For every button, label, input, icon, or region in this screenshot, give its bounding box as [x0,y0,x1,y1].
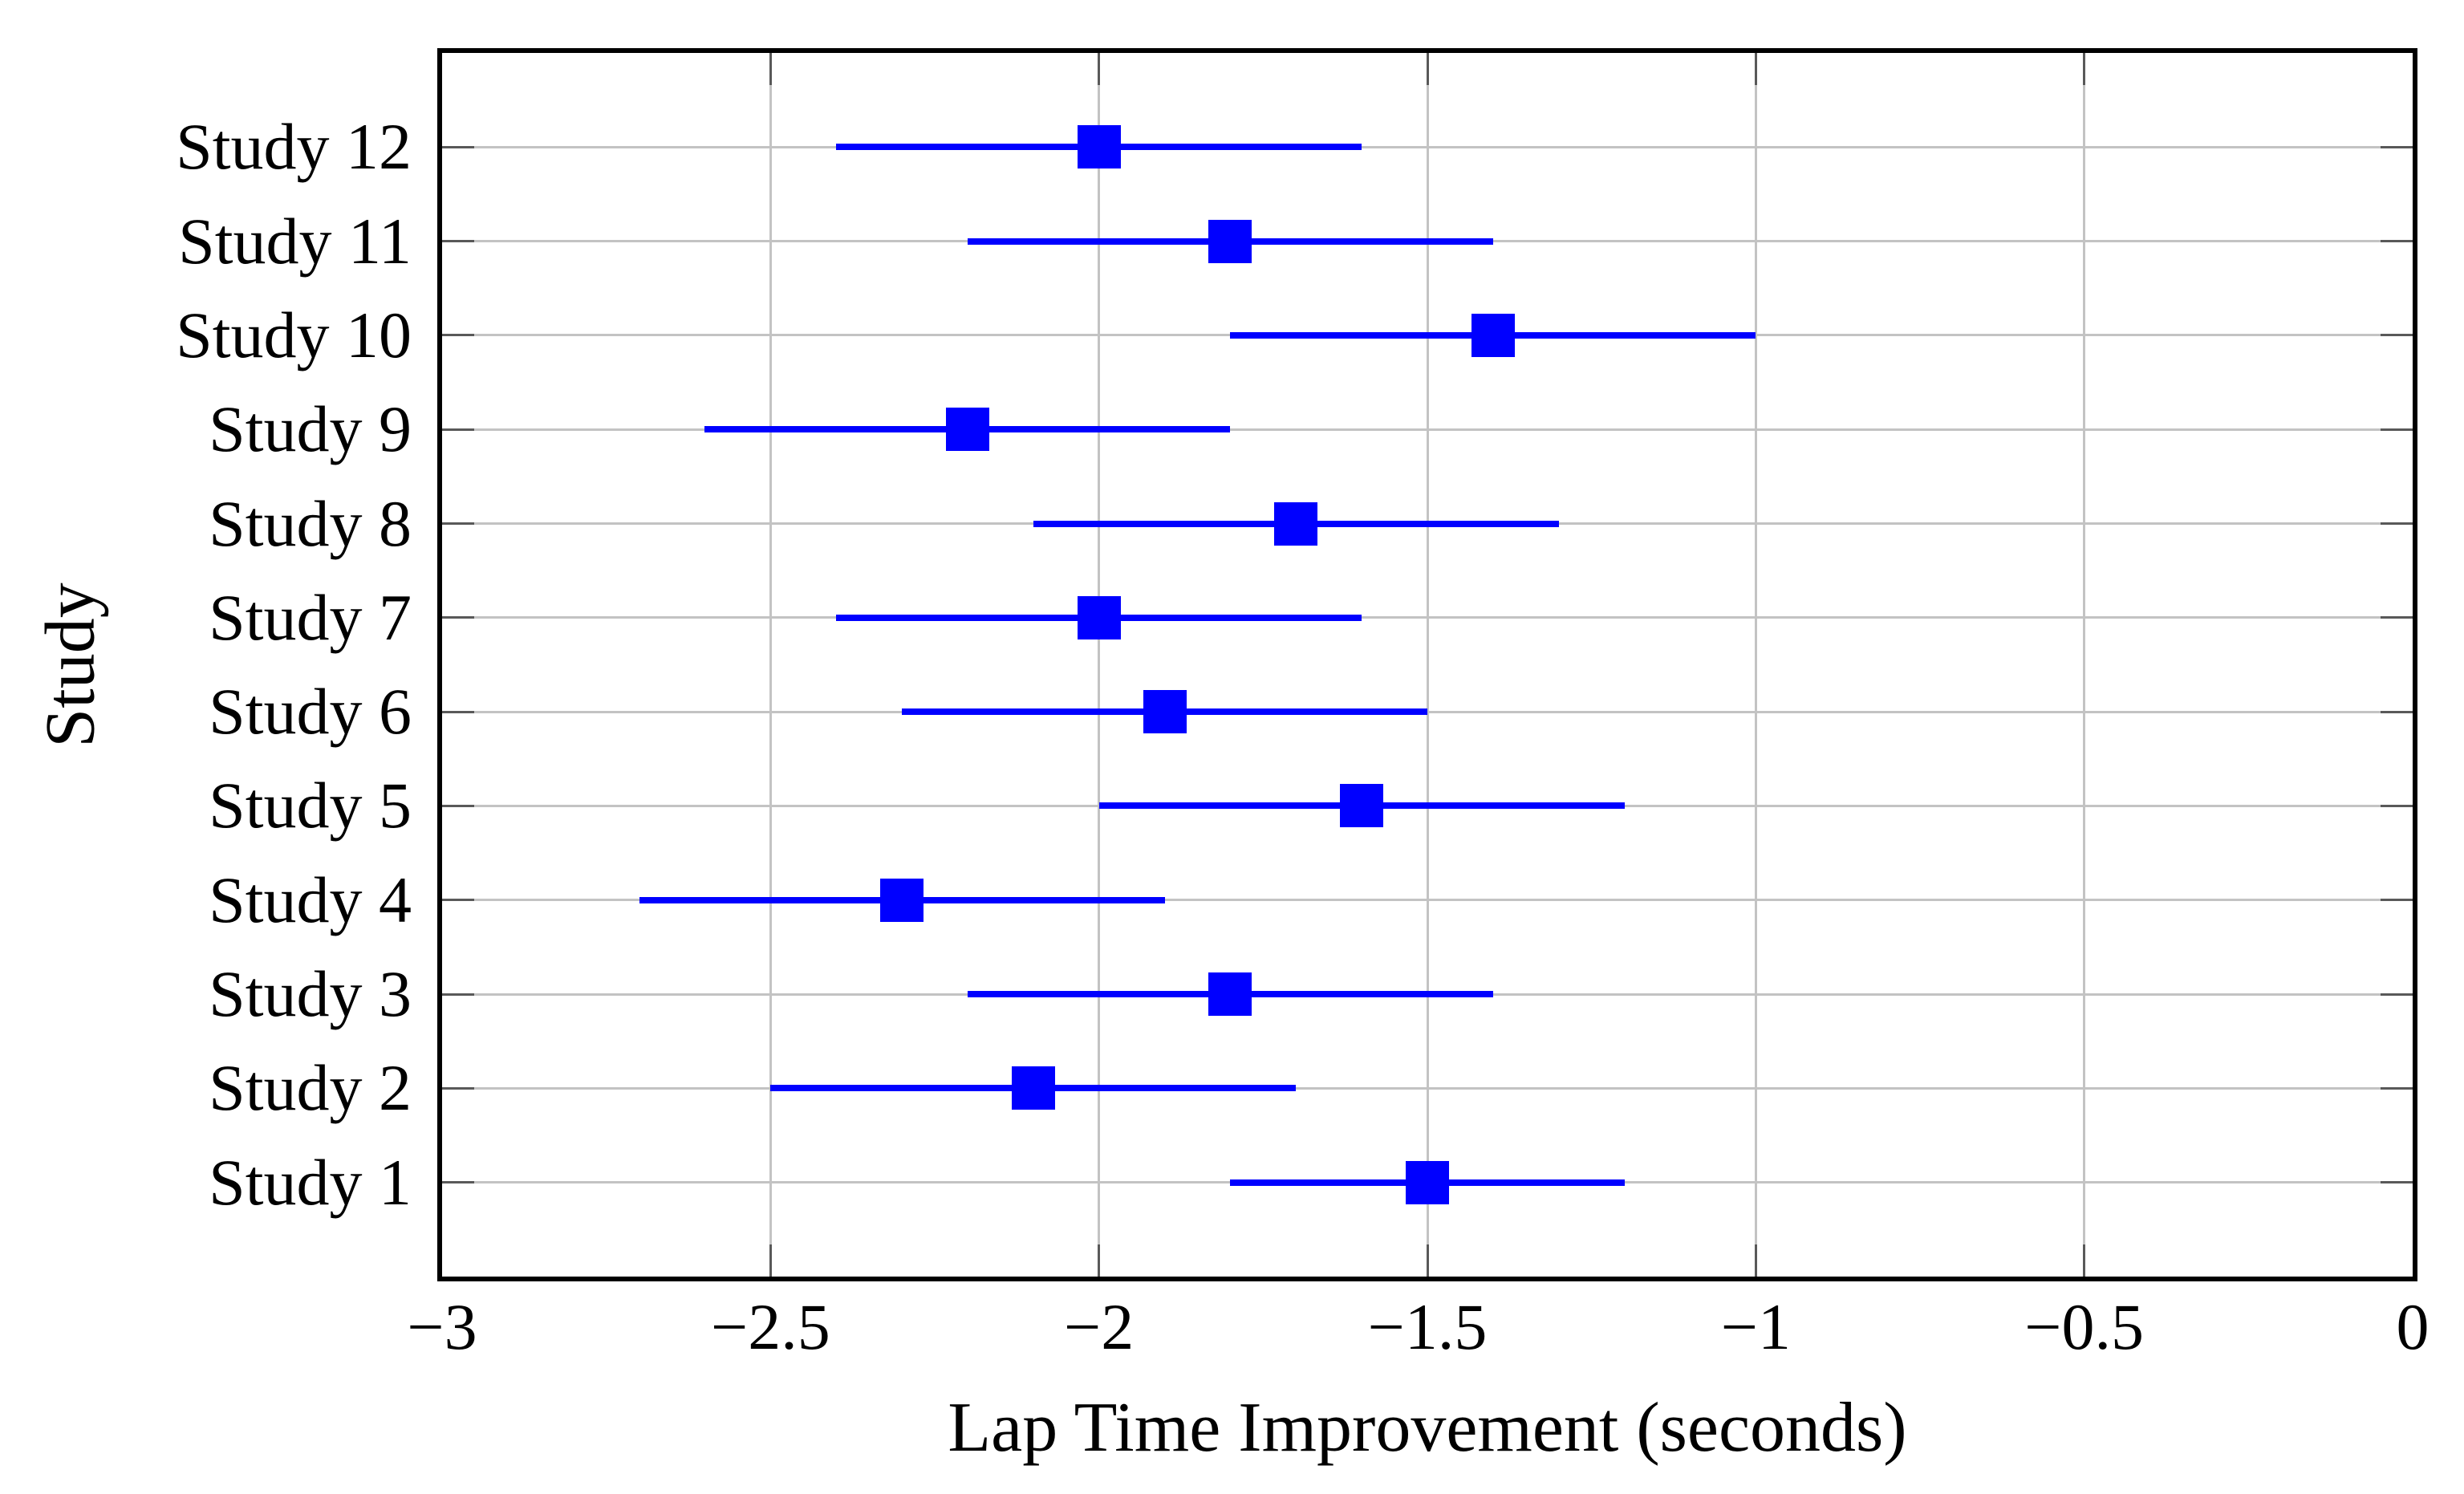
y-tick-label: Study 12 [176,110,412,184]
x-tick-mark-top [769,53,772,85]
mean-marker [1406,1160,1449,1204]
x-tick-label: −3 [407,1290,477,1363]
y-tick-label: Study 10 [176,298,412,371]
mean-marker [1471,313,1515,357]
x-tick-label: −2 [1064,1290,1135,1363]
y-tick-mark-left [442,899,474,902]
vertical-gridline [769,53,772,1277]
y-tick-mark-left [442,240,474,243]
horizontal-gridline [442,616,2413,619]
y-tick-mark-left [442,428,474,431]
y-tick-mark-right [2381,428,2413,431]
mean-marker [1208,972,1252,1017]
x-tick-label: −0.5 [2024,1290,2145,1363]
mean-marker [880,878,924,922]
mean-marker [1274,501,1318,546]
y-tick-mark-right [2381,145,2413,148]
x-tick-mark-bottom [1098,1244,1101,1277]
y-tick-mark-left [442,710,474,713]
y-tick-label: Study 9 [209,392,412,466]
mean-marker [1208,219,1252,263]
x-tick-label: −1.5 [1367,1290,1488,1363]
y-tick-mark-left [442,522,474,526]
mean-marker [1143,690,1187,734]
y-tick-mark-right [2381,804,2413,807]
x-tick-mark-top [2083,53,2086,85]
horizontal-gridline [442,1086,2413,1090]
y-tick-mark-left [442,1181,474,1184]
y-tick-mark-right [2381,334,2413,337]
mean-marker [1340,784,1384,828]
y-tick-mark-right [2381,522,2413,526]
y-tick-mark-left [442,616,474,619]
x-tick-mark-top [1754,53,1757,85]
y-axis-title: Study [31,582,110,748]
x-axis-title: Lap Time Improvement (seconds) [948,1389,1907,1467]
y-tick-label: Study 5 [209,769,412,842]
y-tick-label: Study 11 [178,204,412,278]
horizontal-gridline [442,145,2413,148]
y-tick-label: Study 2 [209,1051,412,1125]
y-tick-label: Study 8 [209,486,412,560]
mean-marker [1077,595,1121,639]
y-tick-mark-left [442,1086,474,1090]
y-tick-mark-right [2381,1086,2413,1090]
x-tick-mark-bottom [1754,1244,1757,1277]
y-tick-mark-right [2381,899,2413,902]
vertical-gridline [2083,53,2086,1277]
mean-marker [1011,1066,1055,1110]
x-tick-mark-bottom [1426,1244,1429,1277]
y-tick-mark-right [2381,993,2413,996]
y-tick-label: Study 6 [209,675,412,749]
x-tick-mark-bottom [2083,1244,2086,1277]
y-tick-label: Study 4 [209,863,412,936]
horizontal-gridline [442,428,2413,431]
plot-area [437,48,2417,1281]
vertical-gridline [1098,53,1101,1277]
mean-marker [945,408,989,452]
x-tick-label: −2.5 [710,1290,830,1363]
vertical-gridline [1754,53,1757,1277]
y-tick-mark-right [2381,710,2413,713]
x-tick-mark-top [1426,53,1429,85]
y-tick-mark-left [442,993,474,996]
y-tick-mark-left [442,145,474,148]
x-tick-mark-bottom [769,1244,772,1277]
y-tick-mark-left [442,334,474,337]
y-tick-mark-left [442,804,474,807]
x-tick-label: 0 [2396,1290,2429,1363]
x-tick-label: −1 [1720,1290,1791,1363]
y-tick-label: Study 7 [209,580,412,654]
y-tick-mark-right [2381,616,2413,619]
x-tick-mark-top [1098,53,1101,85]
horizontal-gridline [442,899,2413,902]
y-tick-mark-right [2381,240,2413,243]
vertical-gridline [1426,53,1429,1277]
mean-marker [1077,125,1121,169]
horizontal-gridline [442,710,2413,713]
y-tick-mark-right [2381,1181,2413,1184]
y-tick-label: Study 3 [209,956,412,1030]
y-tick-label: Study 1 [209,1145,412,1219]
